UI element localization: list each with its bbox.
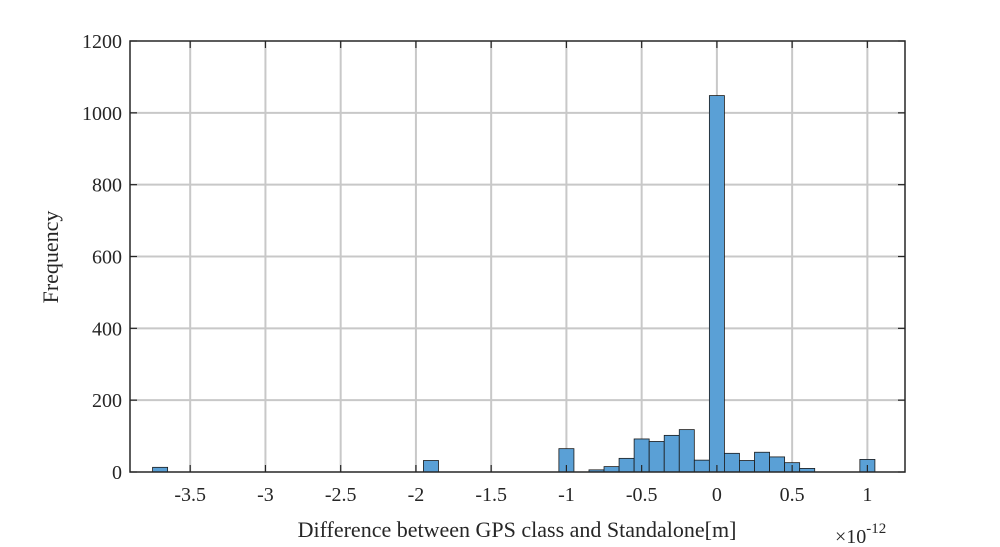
y-tick-label: 1000	[82, 103, 122, 125]
x-tick-label: -0.5	[626, 484, 658, 506]
x-tick-label: -1.5	[475, 484, 507, 506]
histogram-bar	[678, 429, 695, 473]
x-axis-multiplier: ×10-12	[835, 521, 886, 547]
x-multiplier-base: ×10	[835, 526, 866, 547]
histogram-bar	[693, 459, 710, 473]
x-tick-label: 0.5	[780, 484, 805, 506]
x-tick-label: -2.5	[325, 484, 357, 506]
x-tick-label: -3	[257, 484, 274, 506]
histogram-bar	[754, 451, 770, 473]
x-tick-label: 1	[862, 484, 872, 506]
grid-lines	[130, 41, 905, 472]
x-multiplier-exponent: -12	[866, 521, 886, 537]
histogram-bar	[708, 95, 725, 473]
histogram-bar	[739, 460, 755, 473]
histogram-bar	[648, 441, 665, 473]
x-tick-label: -3.5	[174, 484, 206, 506]
axis-ticks	[130, 40, 905, 473]
x-tick-label: 0	[712, 484, 722, 506]
y-tick-labels: 0 200 400 600 800 1000 1200	[82, 31, 122, 484]
histogram-bar	[663, 434, 680, 473]
y-tick-label: 600	[92, 247, 122, 269]
histogram-bar	[603, 466, 620, 473]
x-tick-labels: -3.5 -3 -2.5 -2 -1.5 -1 -0.5 0 0.5 1	[174, 484, 872, 506]
y-tick-label: 1200	[82, 31, 122, 53]
y-tick-label: 0	[112, 462, 122, 484]
histogram-bars	[152, 95, 876, 473]
y-tick-label: 800	[92, 175, 122, 197]
histogram-bar	[769, 456, 786, 473]
y-tick-label: 200	[92, 390, 122, 412]
histogram-bar	[618, 457, 635, 473]
x-tick-label: -2	[408, 484, 425, 506]
histogram-bar	[423, 460, 439, 473]
x-tick-label: -1	[558, 484, 575, 506]
histogram-bar	[724, 452, 740, 473]
x-axis-title: Difference between GPS class and Standal…	[298, 517, 737, 542]
y-tick-label: 400	[92, 318, 122, 340]
y-axis-title: Frequency	[38, 211, 63, 304]
